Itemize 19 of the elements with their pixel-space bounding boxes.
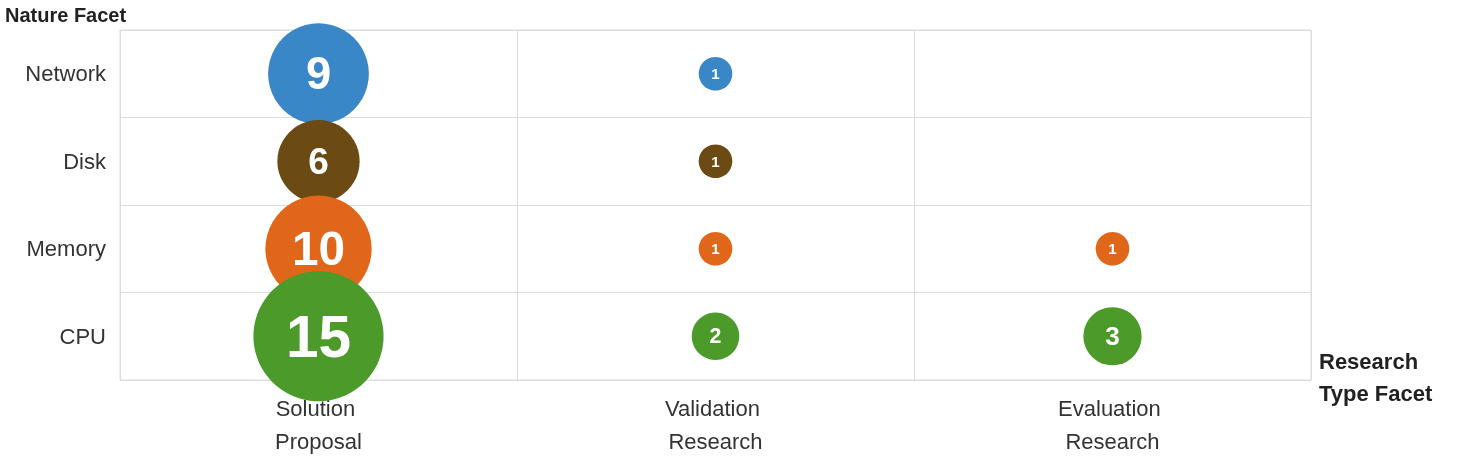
x-axis-title: Research Type Facet [1319,348,1433,406]
data-label: 1 [711,65,720,83]
x-tick-label: Evaluation Research [1058,396,1167,454]
chart-title: Nature Facet [5,4,127,26]
data-label: 2 [709,324,722,349]
y-tick-label: Memory [26,236,106,262]
y-tick-label: CPU [59,323,106,349]
y-tick-label: Network [25,61,107,87]
data-label: 10 [291,222,346,276]
data-label: 1 [711,152,720,170]
data-label: 1 [711,240,720,258]
data-label: 15 [285,303,352,369]
data-label: 9 [305,48,332,100]
x-tick-label: Solution Proposal [275,396,362,454]
data-label: 1 [1108,240,1117,258]
data-label: 6 [308,140,329,183]
y-tick-label: Disk [63,148,107,174]
x-tick-label: Validation Research [664,396,767,454]
data-label: 3 [1105,321,1120,352]
